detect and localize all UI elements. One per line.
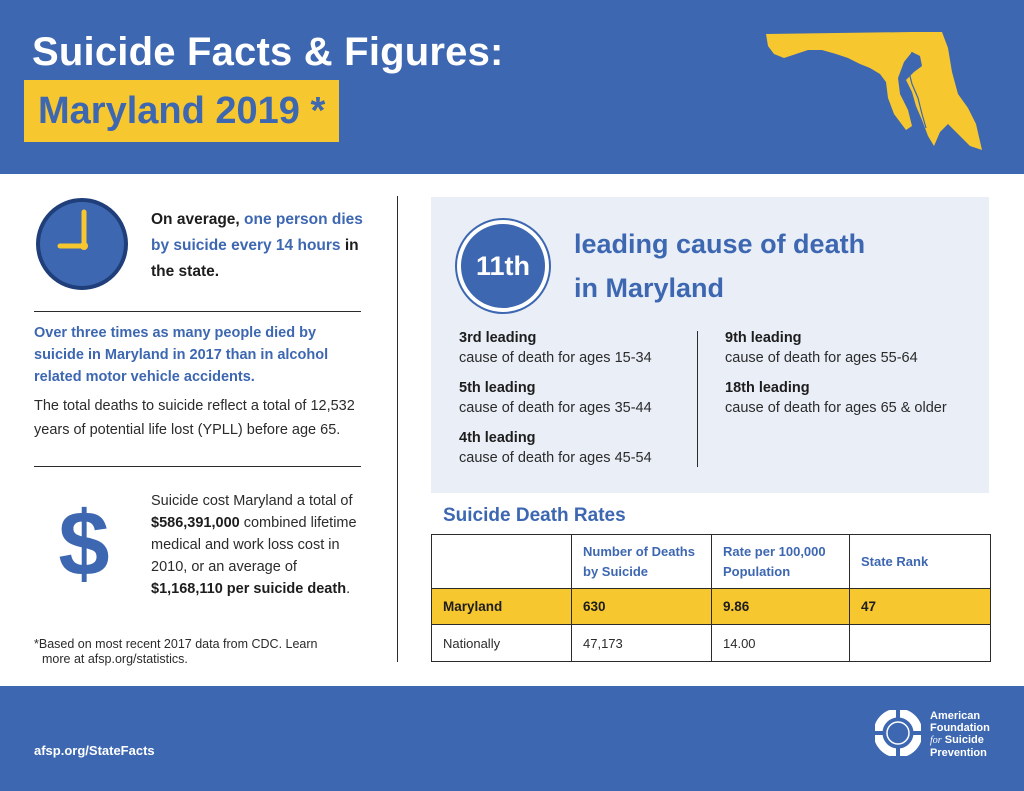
cost-part3: . — [346, 581, 351, 597]
frequency-prefix: On average, — [151, 211, 245, 228]
age-desc: cause of death for ages 35-44 — [459, 400, 652, 416]
cost-part2: combined lifetime medical and work loss … — [151, 515, 357, 575]
column-divider — [397, 196, 398, 662]
age-desc: cause of death for ages 45-54 — [459, 450, 652, 466]
age-rank: 9th leading — [725, 330, 802, 346]
cost-part1: Suicide cost Maryland a total of — [151, 493, 353, 509]
page-title: Suicide Facts & Figures: — [32, 30, 504, 74]
rates-table: Number of Deaths by Suicide Rate per 100… — [431, 534, 991, 662]
table-header-row: Number of Deaths by Suicide Rate per 100… — [431, 534, 991, 589]
divider — [34, 466, 361, 467]
table-cell — [849, 624, 991, 662]
table-row: Maryland 630 9.86 47 — [431, 588, 991, 625]
table-cell: 630 — [571, 588, 712, 625]
age-rank-item: 5th leading cause of death for ages 35-44 — [459, 379, 699, 419]
page-subtitle: Maryland 2019 * — [38, 89, 326, 132]
age-rank-item: 4th leading cause of death for ages 45-54 — [459, 429, 699, 469]
subtitle-box: Maryland 2019 * — [24, 80, 340, 142]
rank-label-line1: leading cause of death — [574, 229, 866, 259]
org-name-line: American — [930, 710, 981, 722]
afsp-logo-text: American Foundation for Suicide Preventi… — [930, 710, 990, 759]
ypll-text: The total deaths to suicide reflect a to… — [34, 398, 355, 438]
footer-banner — [0, 686, 1024, 791]
footnote: *Based on most recent 2017 data from CDC… — [34, 637, 364, 667]
org-name-line: Foundation — [930, 722, 990, 734]
footnote-line2: more at afsp.org/statistics. — [42, 652, 188, 666]
age-rank-item: 9th leading cause of death for ages 55-64 — [725, 329, 965, 369]
rates-title: Suicide Death Rates — [443, 505, 626, 526]
rank-badge: 11th — [457, 220, 549, 312]
cost-average: $1,168,110 per suicide death — [151, 581, 347, 597]
suicide-frequency-text: On average, one person dies by suicide e… — [151, 207, 366, 285]
table-cell: 47,173 — [571, 624, 712, 662]
divider — [34, 311, 361, 312]
age-rank-item: 3rd leading cause of death for ages 15-34 — [459, 329, 699, 369]
org-name-italic: for — [930, 735, 942, 746]
maryland-map-icon — [766, 32, 982, 150]
age-rank: 4th leading — [459, 430, 536, 446]
table-header: Number of Deaths by Suicide — [571, 534, 712, 589]
age-rank: 3rd leading — [459, 330, 537, 346]
table-row: Nationally 47,173 14.00 — [431, 624, 991, 662]
footnote-line1: *Based on most recent 2017 data from CDC… — [34, 637, 318, 651]
comparison-headline: Over three times as many people died by … — [34, 325, 329, 385]
footer-url-link[interactable]: afsp.org/StateFacts — [34, 743, 155, 758]
cost-text: Suicide cost Maryland a total of $586,39… — [151, 490, 366, 600]
age-divider — [697, 331, 698, 467]
table-cell: 14.00 — [711, 624, 850, 662]
clock-icon — [36, 198, 128, 290]
table-cell: Nationally — [431, 624, 572, 662]
table-header: Rate per 100,000 Population — [711, 534, 850, 589]
age-rank-list-left: 3rd leading cause of death for ages 15-34… — [459, 329, 699, 479]
org-name-line: Prevention — [930, 747, 987, 759]
age-desc: cause of death for ages 65 & older — [725, 400, 947, 416]
table-header: State Rank — [849, 534, 991, 589]
table-cell: 9.86 — [711, 588, 850, 625]
frequency-highlight: one person dies by suicide every 14 hour… — [151, 211, 363, 254]
org-name-part: Suicide — [941, 734, 984, 746]
dollar-icon: $ — [58, 493, 110, 595]
table-header — [431, 534, 572, 589]
cost-total: $586,391,000 — [151, 515, 240, 531]
org-name-line: for Suicide — [930, 734, 990, 747]
age-rank-item: 18th leading cause of death for ages 65 &… — [725, 379, 965, 419]
rank-label: leading cause of death in Maryland — [574, 222, 974, 310]
rank-label-line2: in Maryland — [574, 273, 725, 303]
age-desc: cause of death for ages 55-64 — [725, 350, 918, 366]
lifebuoy-icon — [875, 710, 921, 756]
table-cell: 47 — [849, 588, 991, 625]
age-desc: cause of death for ages 15-34 — [459, 350, 652, 366]
rank-value: 11th — [475, 250, 531, 281]
age-rank: 18th leading — [725, 380, 810, 396]
frequency-suffix: in the state. — [151, 237, 359, 280]
table-cell: Maryland — [431, 588, 572, 625]
age-rank: 5th leading — [459, 380, 536, 396]
age-rank-list-right: 9th leading cause of death for ages 55-64… — [725, 329, 965, 429]
